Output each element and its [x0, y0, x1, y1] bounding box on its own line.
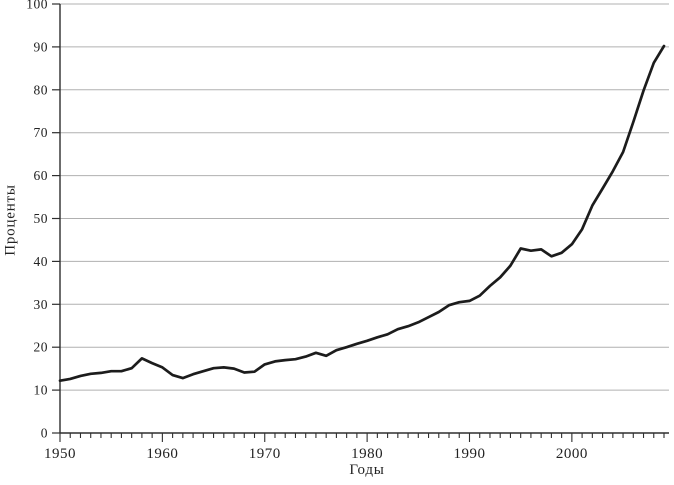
y-tick-label: 60 — [34, 168, 49, 183]
data-line — [58, 44, 666, 383]
y-tick-label: 100 — [26, 0, 48, 12]
x-tick-label: 2000 — [556, 446, 588, 462]
y-tick-label: 50 — [34, 211, 49, 226]
y-tick-label: 80 — [34, 82, 49, 97]
y-tick-label: 0 — [41, 426, 48, 441]
x-tick-label: 1970 — [249, 446, 281, 462]
x-axis-title: Годы — [349, 462, 385, 478]
x-tick-label: 1950 — [44, 446, 76, 462]
x-tick-label: 1960 — [146, 446, 178, 462]
y-tick-label: 40 — [34, 254, 49, 269]
y-tick-label: 90 — [34, 39, 49, 54]
y-tick-label: 20 — [34, 340, 49, 355]
y-tick-label: 10 — [34, 383, 49, 398]
y-axis-title: Проценты — [2, 184, 19, 256]
y-tick-label: 70 — [34, 125, 49, 140]
x-tick-label: 1990 — [453, 446, 485, 462]
x-tick-label: 1980 — [351, 446, 383, 462]
y-tick-label: 30 — [34, 297, 49, 312]
